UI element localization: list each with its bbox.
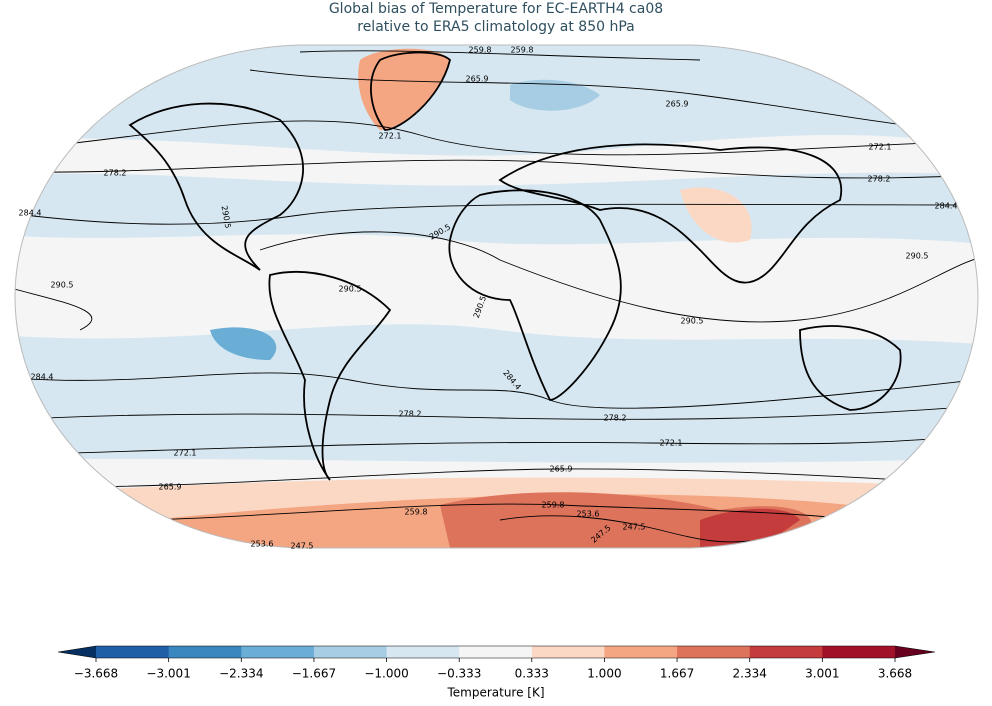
contour-label: 290.5	[681, 317, 704, 326]
colorbar-bin	[168, 646, 242, 658]
contour-label: 265.9	[550, 465, 573, 474]
colorbar-bin	[531, 646, 605, 658]
contour-label: 247.5	[291, 542, 314, 551]
colorbar-tick-label: −3.001	[146, 667, 190, 681]
colorbar-tick-label: −0.333	[437, 667, 481, 681]
colorbar-extend	[895, 646, 935, 658]
contour-label: 253.6	[577, 510, 600, 519]
contour-label: 253.6	[251, 540, 274, 549]
colorbar-extend	[58, 646, 96, 658]
contour-label: 278.2	[104, 169, 127, 178]
contour-label: 247.5	[623, 523, 646, 532]
colorbar-tick-label: −1.000	[364, 667, 408, 681]
contour-label: 278.2	[399, 410, 422, 419]
contour-label: 259.8	[405, 508, 428, 517]
contour-label: 290.5	[220, 205, 233, 229]
contour-label: 272.1	[379, 132, 402, 141]
colorbar-tick-label: 1.667	[660, 667, 694, 681]
colorbar-bin	[313, 646, 388, 658]
contour-label: 290.5	[339, 285, 362, 294]
contour-label: 272.1	[660, 439, 683, 448]
colorbar-tick-label: 0.333	[515, 667, 549, 681]
contour-label: 284.4	[935, 202, 958, 211]
contour-label: 265.9	[159, 483, 182, 492]
map-outline	[14, 44, 979, 549]
map-field	[15, 45, 978, 548]
contour-label: 259.8	[469, 46, 492, 55]
contour-label: 284.4	[31, 373, 54, 382]
contour-label: 259.8	[542, 501, 565, 510]
contour-label: 290.5	[51, 281, 74, 290]
colorbar-tick-label: 3.001	[805, 667, 839, 681]
colorbar-tick-label: 3.668	[878, 667, 912, 681]
contour-label: 290.5	[906, 252, 929, 261]
colorbar-bin	[749, 646, 823, 658]
colorbar-bin	[822, 646, 896, 658]
colorbar-tick-label: −3.668	[74, 667, 118, 681]
colorbar-bin	[459, 646, 533, 658]
colorbar: −3.668 −3.001 −2.334 −1.667 −1.000 −0.333 0.33…	[57, 645, 936, 681]
contour-labels: 259.8 259.8 265.9 265.9 272.1 272.1 278.2 278.2…	[19, 46, 958, 551]
contour-label: 265.9	[666, 100, 689, 109]
colorbar-bin	[96, 646, 170, 658]
title-line: Global bias of Temperature for EC-EARTH4…	[329, 1, 663, 17]
contour-label: 272.1	[869, 143, 892, 152]
contour-label: 272.1	[174, 449, 197, 458]
contour-label: 278.2	[604, 414, 627, 423]
colorbar-bin	[604, 646, 678, 658]
colorbar-label: Temperature [K]	[446, 686, 544, 700]
colorbar-tick-label: 1.000	[587, 667, 621, 681]
colorbar-tick-label: −2.334	[219, 667, 263, 681]
contour-label: 265.9	[466, 75, 489, 84]
colorbar-bin	[386, 646, 460, 658]
contour-label: 284.4	[19, 209, 42, 218]
colorbar-tick-label: 2.334	[733, 667, 767, 681]
title-line: relative to ERA5 climatology at 850 hPa	[357, 19, 634, 35]
colorbar-bin	[241, 646, 315, 658]
contour-label: 259.8	[511, 46, 534, 55]
contour-label: 278.2	[868, 175, 891, 184]
colorbar-bin	[677, 646, 751, 658]
colorbar-tick-label: −1.667	[292, 667, 336, 681]
